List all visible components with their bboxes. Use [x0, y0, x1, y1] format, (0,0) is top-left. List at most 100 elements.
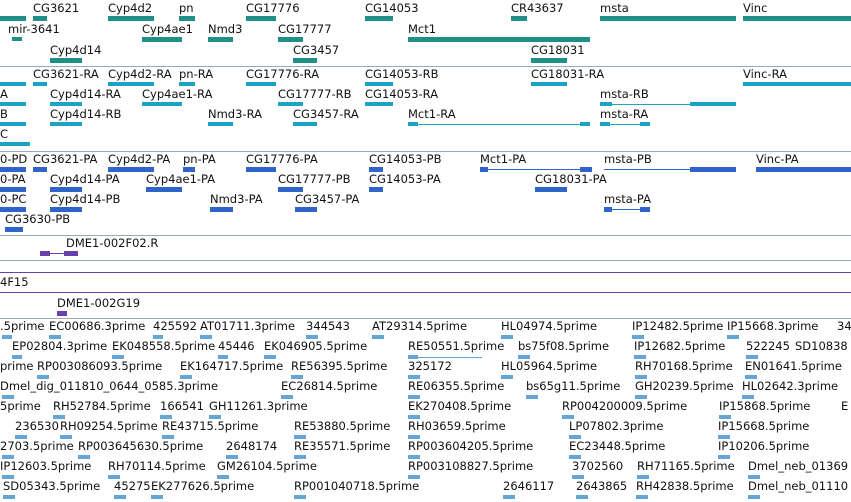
est-feature[interactable] — [264, 355, 276, 359]
protein-label[interactable]: Cyp4d14-PA — [50, 172, 120, 186]
est-feature[interactable] — [108, 475, 120, 479]
transcript-label[interactable]: Cyp4d14-RA — [50, 87, 121, 101]
est-feature[interactable] — [218, 355, 228, 359]
transcript-feature[interactable] — [142, 102, 182, 106]
protein-feature[interactable] — [210, 207, 233, 212]
est-feature[interactable] — [562, 415, 574, 419]
est-feature[interactable] — [742, 395, 754, 399]
protein-feature[interactable] — [640, 207, 650, 212]
est-label[interactable]: RE43715.5prime — [162, 419, 259, 433]
est-label[interactable]: EK277626.5prime — [151, 479, 255, 493]
est-label[interactable]: RP003604205.5prime — [408, 439, 534, 453]
est-feature[interactable] — [281, 395, 293, 399]
est-label[interactable]: 2643865 — [576, 479, 628, 493]
est-feature[interactable] — [294, 455, 306, 459]
est-label[interactable]: RP001040718.5prime — [294, 479, 420, 493]
transcript-feature[interactable] — [580, 122, 590, 126]
est-feature[interactable] — [180, 375, 192, 379]
est-label[interactable]: Dmel_neb_01110 — [748, 479, 849, 493]
protein-feature[interactable] — [369, 167, 383, 172]
transcript-feature[interactable] — [0, 142, 30, 146]
est-label[interactable]: 425592 — [153, 319, 197, 333]
protein-label[interactable]: CG3457-PA — [295, 192, 360, 206]
cdna-feature[interactable] — [57, 311, 67, 316]
est-feature[interactable] — [635, 375, 647, 379]
est-feature[interactable] — [408, 475, 420, 479]
protein-label[interactable]: Cyp4d14-PB — [50, 192, 121, 206]
est-feature[interactable] — [2, 475, 14, 479]
est-feature[interactable] — [719, 415, 731, 419]
est-feature[interactable] — [151, 495, 163, 499]
transcript-label[interactable]: msta-RA — [600, 107, 649, 121]
protein-label[interactable]: Mct1-PA — [480, 152, 527, 166]
transcript-label[interactable]: Cyp4d14-RB — [50, 107, 122, 121]
est-feature[interactable] — [306, 335, 318, 339]
cdna-label[interactable]: DME1-002G19 — [57, 296, 141, 310]
transcript-feature[interactable] — [50, 102, 82, 106]
gene-feature[interactable] — [108, 16, 154, 21]
est-label[interactable]: 166541 — [160, 399, 204, 413]
est-feature[interactable] — [408, 375, 420, 379]
protein-label[interactable]: pn-PA — [183, 152, 216, 166]
est-feature[interactable] — [200, 335, 212, 339]
gene-feature[interactable] — [293, 58, 317, 63]
est-label[interactable]: SD10838 — [795, 339, 848, 353]
transcript-label[interactable]: A — [0, 87, 8, 101]
est-label[interactable]: RP003645630.5prime — [78, 439, 204, 453]
protein-label[interactable]: CG3630-PB — [5, 212, 71, 226]
est-label[interactable]: EC00686.3prime — [49, 319, 146, 333]
transcript-feature[interactable] — [531, 82, 567, 86]
transcript-label[interactable]: CG3621-RA — [33, 67, 99, 81]
transcript-label[interactable]: CG17777-RB — [278, 87, 352, 101]
est-feature[interactable] — [294, 495, 306, 499]
protein-label[interactable]: Cyp4ae1-PA — [146, 172, 216, 186]
gene-feature[interactable] — [408, 37, 590, 42]
gene-label[interactable]: CG18031 — [531, 43, 585, 57]
gene-feature[interactable] — [142, 37, 182, 42]
est-label[interactable]: IP15668.5prime — [718, 419, 810, 433]
cdna-label[interactable]: DME1-002F02.R — [66, 236, 159, 250]
est-feature[interactable] — [748, 495, 760, 499]
est-label[interactable]: RH09254.5prime — [60, 419, 158, 433]
est-feature[interactable] — [217, 475, 229, 479]
transcript-label[interactable]: pn-RA — [179, 67, 214, 81]
cdna-label[interactable]: 4F15 — [0, 275, 29, 289]
protein-feature[interactable] — [604, 207, 612, 212]
transcript-feature[interactable] — [600, 102, 612, 106]
est-label[interactable]: EK046905.5prime — [264, 339, 368, 353]
est-feature[interactable] — [518, 355, 530, 359]
est-label[interactable]: GM26104.5prime — [217, 459, 317, 473]
est-label[interactable]: RH70168.5prime — [635, 359, 733, 373]
transcript-feature[interactable] — [179, 82, 195, 86]
protein-feature[interactable] — [756, 167, 851, 172]
gene-label[interactable]: CG17777 — [278, 22, 332, 36]
est-label[interactable]: HL04974.5prime — [501, 319, 598, 333]
est-feature[interactable] — [718, 435, 730, 439]
est-feature[interactable] — [162, 435, 174, 439]
est-feature[interactable] — [408, 435, 420, 439]
gene-label[interactable]: mir-3641 — [8, 22, 60, 36]
transcript-feature[interactable] — [600, 122, 610, 126]
gene-label[interactable]: pn — [179, 1, 194, 15]
gene-label[interactable]: CG3457 — [293, 43, 340, 57]
est-feature[interactable] — [372, 335, 384, 339]
gene-label[interactable]: Cyp4d2 — [108, 1, 153, 15]
protein-feature[interactable] — [480, 167, 488, 172]
est-feature[interactable] — [745, 375, 757, 379]
est-feature[interactable] — [408, 355, 418, 359]
est-label[interactable]: 236530 — [15, 419, 59, 433]
est-label[interactable]: RE53880.5prime — [294, 419, 391, 433]
est-feature[interactable] — [2, 395, 14, 399]
transcript-feature[interactable] — [0, 122, 26, 126]
est-feature[interactable] — [576, 495, 588, 499]
est-label[interactable]: 3702560 — [572, 459, 624, 473]
gene-feature[interactable] — [179, 16, 195, 21]
gene-feature[interactable] — [208, 37, 233, 42]
transcript-label[interactable]: Cyp4d2-RA — [108, 67, 172, 81]
est-label[interactable]: AT29314.5prime — [372, 319, 468, 333]
gene-label[interactable]: Vinc — [743, 1, 768, 15]
protein-label[interactable]: Vinc-PA — [756, 152, 799, 166]
protein-label[interactable]: CG17776-PA — [246, 152, 318, 166]
est-label[interactable]: HL02642.3prime — [742, 379, 839, 393]
transcript-feature[interactable] — [33, 82, 47, 86]
